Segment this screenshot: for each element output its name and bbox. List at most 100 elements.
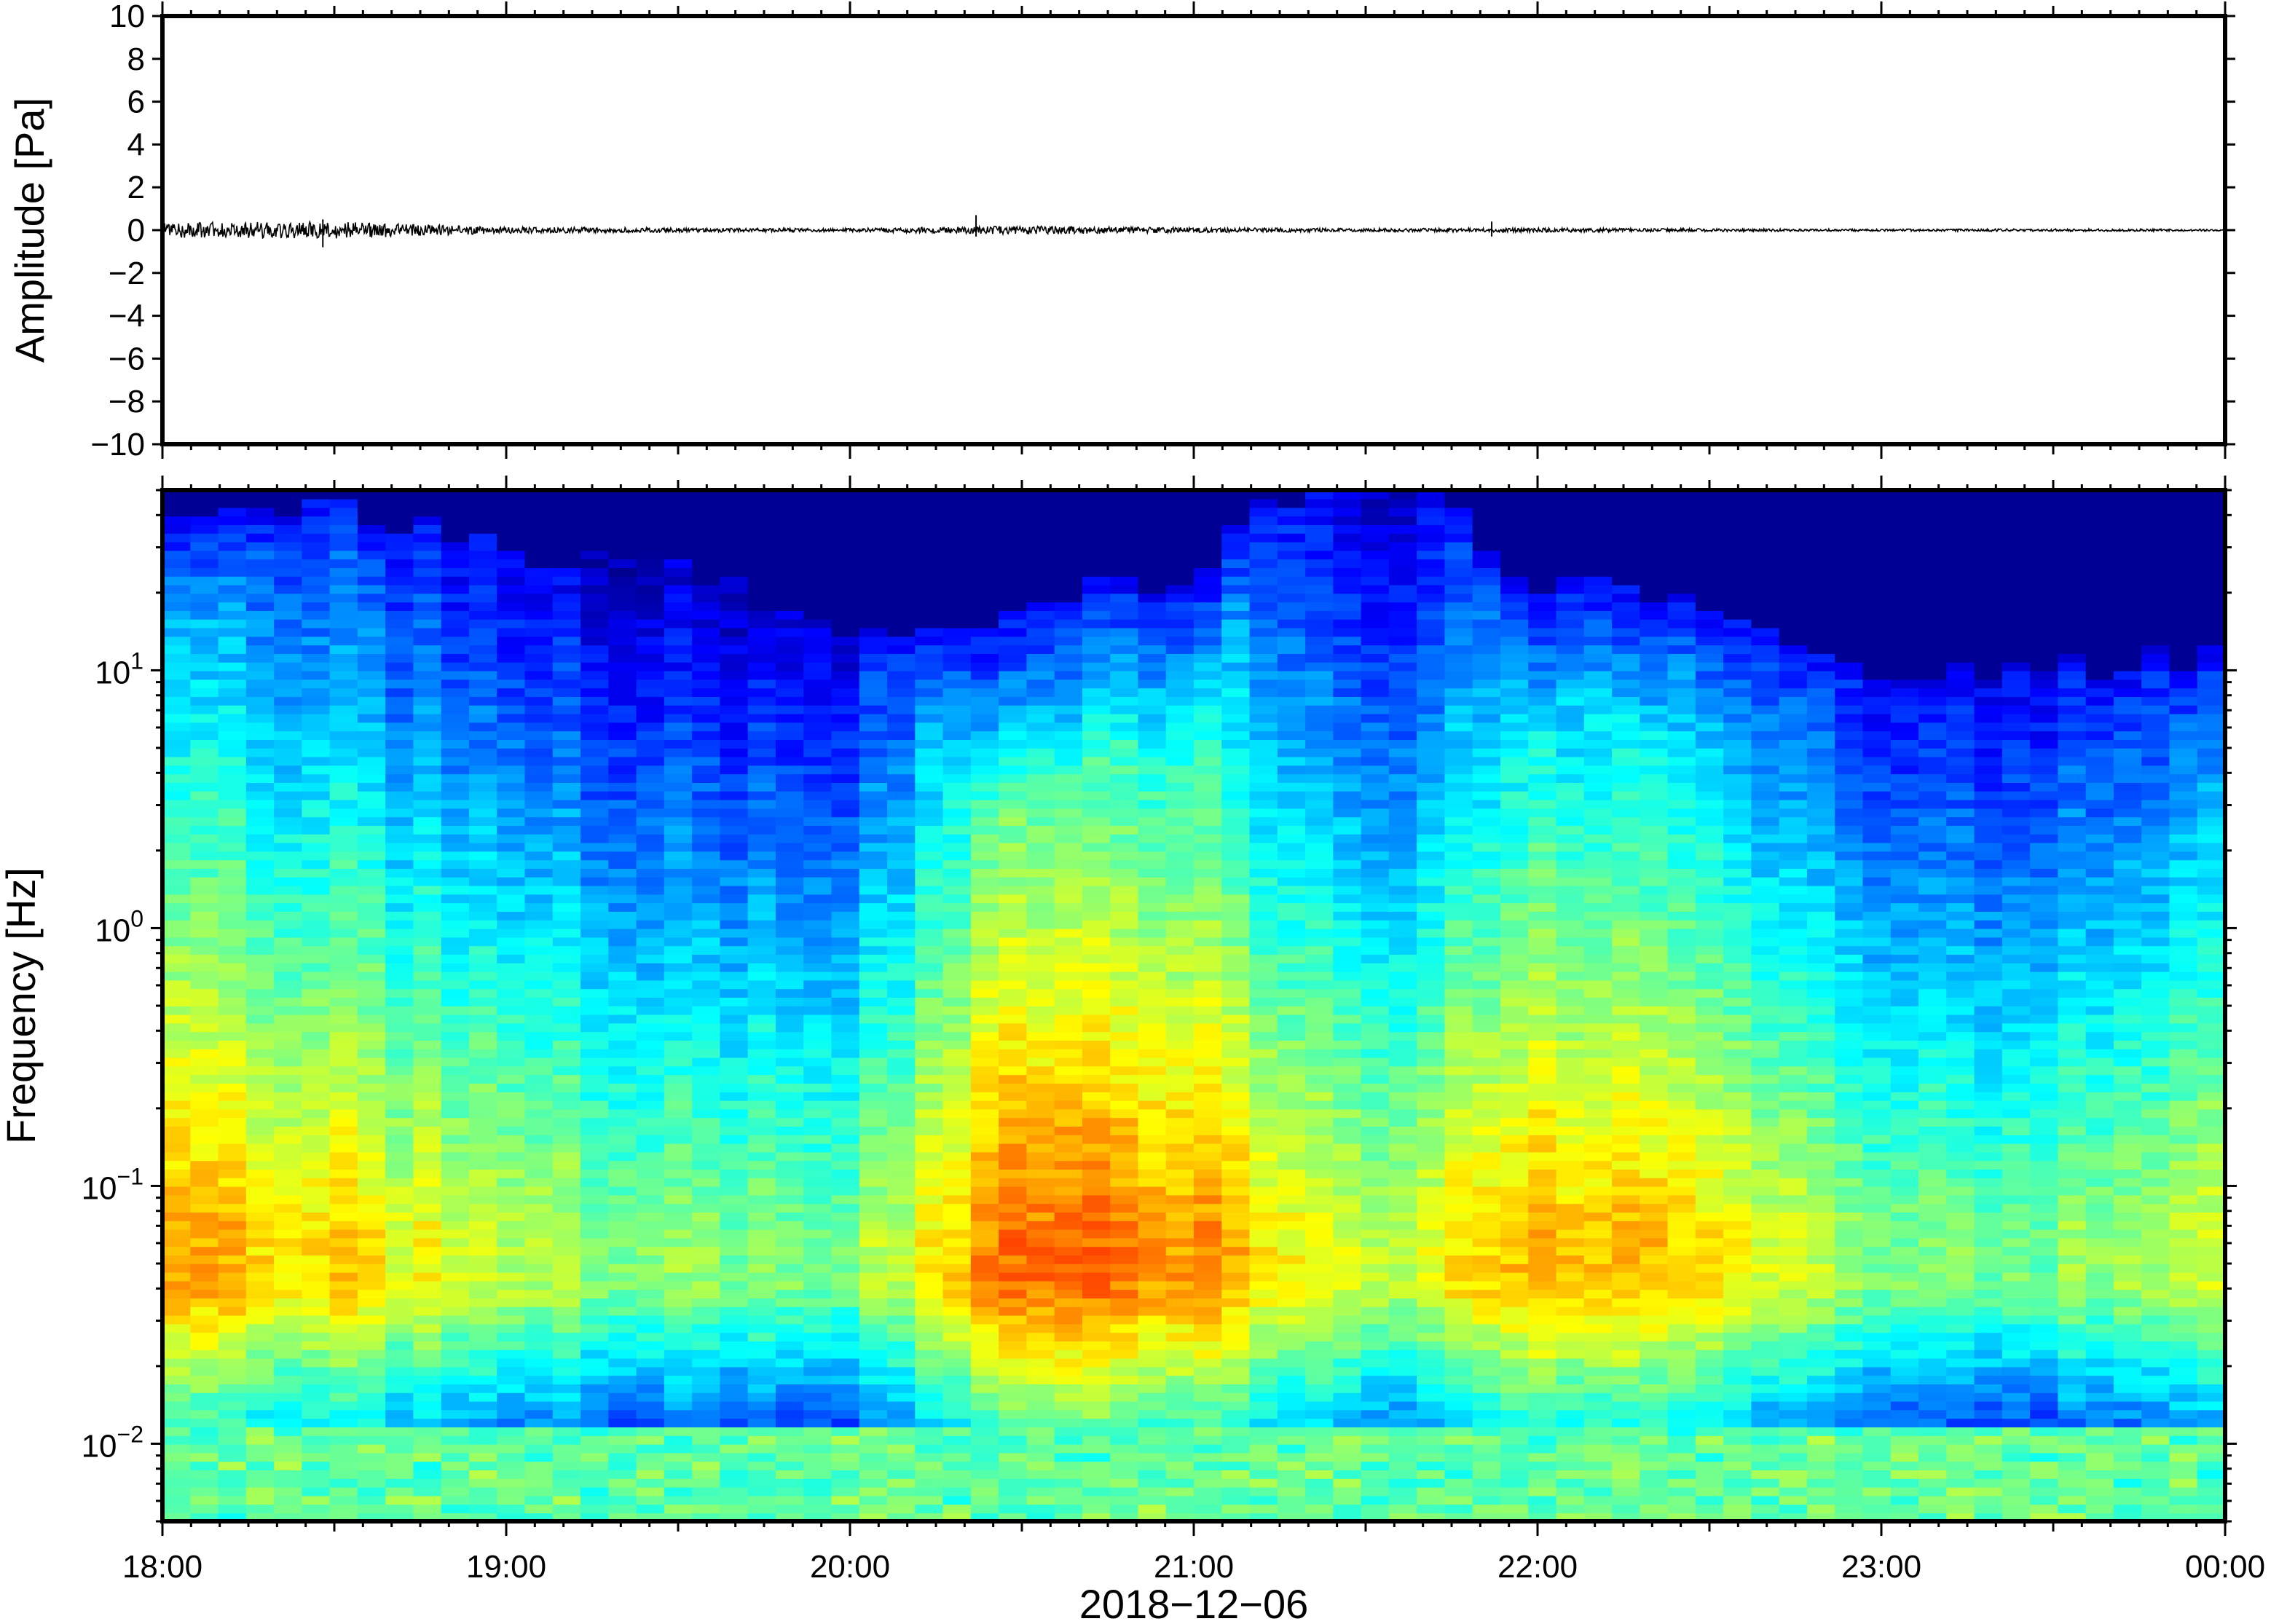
spectrogram-cell xyxy=(245,1083,275,1092)
spectrogram-cell xyxy=(1194,1022,1223,1033)
spectrogram-cell xyxy=(887,756,916,766)
spectrogram-cell xyxy=(608,868,637,878)
spectrogram-cell xyxy=(775,1427,805,1436)
spectrogram-cell xyxy=(302,825,331,835)
spectrogram-cell xyxy=(385,507,414,517)
spectrogram-cell xyxy=(385,782,414,792)
spectrogram-cell xyxy=(1165,507,1194,517)
spectrogram-cell xyxy=(664,1375,693,1384)
spectrogram-cell xyxy=(468,963,498,972)
spectrogram-cell xyxy=(302,868,331,878)
spectrogram-cell xyxy=(1110,498,1139,508)
spectrogram-cell xyxy=(245,928,275,938)
spectrogram-cell xyxy=(162,1366,192,1376)
spectrogram-cell xyxy=(1082,1341,1111,1350)
spectrogram-cell xyxy=(1026,1289,1055,1298)
spectrogram-cell xyxy=(1165,1178,1194,1187)
spectrogram-cell xyxy=(970,687,999,697)
spectrogram-cell xyxy=(497,1323,526,1333)
spectrogram-cell xyxy=(1082,610,1111,620)
spectrogram-cell xyxy=(803,559,833,568)
spectrogram-cell xyxy=(999,765,1028,775)
spectrogram-cell xyxy=(887,1057,916,1067)
spectrogram-cell xyxy=(274,1006,303,1015)
spectrogram-cell xyxy=(357,1392,386,1402)
spectrogram-cell xyxy=(441,705,470,714)
spectrogram-cell xyxy=(720,834,749,843)
spectrogram-cell xyxy=(636,739,665,749)
spectrogram-cell xyxy=(413,868,442,878)
spectrogram-cell xyxy=(580,498,610,508)
spectrogram-cell xyxy=(915,1443,944,1454)
spectrogram-cell xyxy=(357,516,386,525)
spectrogram-cell xyxy=(218,1264,247,1273)
spectrogram-cell xyxy=(803,696,833,706)
spectrogram-cell xyxy=(468,584,498,594)
spectrogram-cell xyxy=(497,516,526,525)
spectrogram-cell xyxy=(1054,1083,1083,1092)
spectrogram-cell xyxy=(441,498,470,508)
spectrogram-cell xyxy=(720,722,749,732)
spectrogram-cell xyxy=(636,808,665,818)
spectrogram-cell xyxy=(803,868,833,878)
spectrogram-cell xyxy=(692,1341,721,1350)
spectrogram-cell xyxy=(942,1065,972,1076)
spectrogram-cell xyxy=(1026,902,1055,912)
spectrogram-cell xyxy=(1082,1357,1111,1368)
spectrogram-cell xyxy=(468,834,498,843)
spectrogram-cell xyxy=(302,1135,331,1144)
spectrogram-cell xyxy=(1054,1435,1083,1445)
spectrogram-cell xyxy=(218,567,247,577)
spectrogram-cell xyxy=(1305,1349,1334,1359)
spectrogram-cell xyxy=(441,1246,470,1256)
spectrogram-cell xyxy=(357,1143,386,1153)
spectrogram-cell xyxy=(1165,756,1194,766)
spectrogram-cell xyxy=(1110,662,1139,671)
spectrogram-cell xyxy=(915,971,944,981)
spectrogram-cell xyxy=(999,1435,1028,1445)
spectrogram-cell xyxy=(1277,1194,1306,1205)
spectrogram-cell xyxy=(720,1160,749,1170)
spectrogram-cell xyxy=(218,1504,247,1513)
spectrogram-cell xyxy=(942,997,972,1006)
spectrogram-cell xyxy=(162,1108,192,1119)
spectrogram-cell xyxy=(1249,516,1278,525)
spectrogram-cell xyxy=(1082,1435,1111,1445)
spectrogram-cell xyxy=(747,1126,776,1135)
spectrogram-cell xyxy=(720,636,749,646)
spectrogram-cell xyxy=(580,902,610,912)
spectrogram-cell xyxy=(970,713,999,723)
spectrogram-cell xyxy=(1082,816,1111,826)
spectrogram-cell xyxy=(664,1264,693,1273)
spectrogram-cell xyxy=(636,782,665,792)
spectrogram-cell xyxy=(385,885,414,895)
spectrogram-cell xyxy=(1026,1392,1055,1402)
spectrogram-cell xyxy=(302,1264,331,1273)
spectrogram-cell xyxy=(1110,1435,1139,1445)
spectrogram-cell xyxy=(775,920,805,929)
spectrogram-cell xyxy=(580,782,610,792)
spectrogram-cell xyxy=(1249,1418,1278,1427)
spectrogram-cell xyxy=(887,507,916,517)
spectrogram-cell xyxy=(1110,963,1139,972)
spectrogram-cell xyxy=(329,541,358,551)
spectrogram-cell xyxy=(468,937,498,947)
spectrogram-cell xyxy=(636,1100,665,1110)
spectrogram-cell xyxy=(580,877,610,886)
spectrogram-cell xyxy=(664,1418,693,1427)
spectrogram-cell xyxy=(831,902,860,912)
spectrogram-cell xyxy=(413,1495,442,1505)
spectrogram-cell xyxy=(608,584,637,594)
spectrogram-cell xyxy=(636,610,665,620)
spectrogram-cell xyxy=(302,1092,331,1101)
spectrogram-cell xyxy=(468,1083,498,1092)
spectrogram-cell xyxy=(692,713,721,723)
spectrogram-cell xyxy=(1138,662,1167,671)
spectrogram-cell xyxy=(915,1031,944,1041)
spectrogram-cell xyxy=(1165,1006,1194,1015)
spectrogram-cell xyxy=(747,1314,776,1325)
spectrogram-cell xyxy=(413,1375,442,1384)
spectrogram-cell xyxy=(274,1357,303,1368)
spectrogram-cell xyxy=(1110,1298,1139,1307)
spectrogram-cell xyxy=(1221,1306,1251,1316)
